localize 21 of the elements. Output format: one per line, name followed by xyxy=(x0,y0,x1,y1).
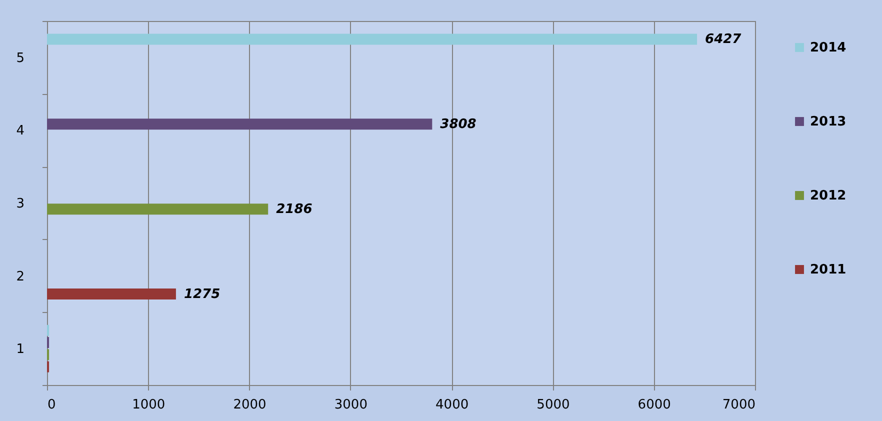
x-tick-label: 5000 xyxy=(536,398,570,412)
x-tick-label: 2000 xyxy=(233,398,266,412)
x-tick-label: 3000 xyxy=(334,398,368,412)
legend-label: 2011 xyxy=(810,262,846,278)
x-tick-label: 0 xyxy=(48,398,56,412)
legend-label: 2012 xyxy=(810,188,846,204)
x-tick-label: 1000 xyxy=(132,398,166,412)
data-label: 1275 xyxy=(184,287,220,302)
x-tick-label: 6000 xyxy=(638,398,671,412)
data-label: 2186 xyxy=(276,202,312,218)
data-label: 3808 xyxy=(440,117,476,132)
legend-label: 2013 xyxy=(810,114,846,130)
legend-label: 2014 xyxy=(810,40,846,56)
y-tick-label: 4 xyxy=(16,124,24,139)
data-label: 6427 xyxy=(705,32,742,48)
y-tick-label: 2 xyxy=(16,269,24,284)
x-tick-label: 4000 xyxy=(436,398,469,412)
y-tick-label: 3 xyxy=(16,196,24,212)
y-tick-label: 5 xyxy=(16,50,24,66)
x-tick-label: 7000 xyxy=(722,398,756,412)
y-tick-label: 1 xyxy=(16,342,24,358)
